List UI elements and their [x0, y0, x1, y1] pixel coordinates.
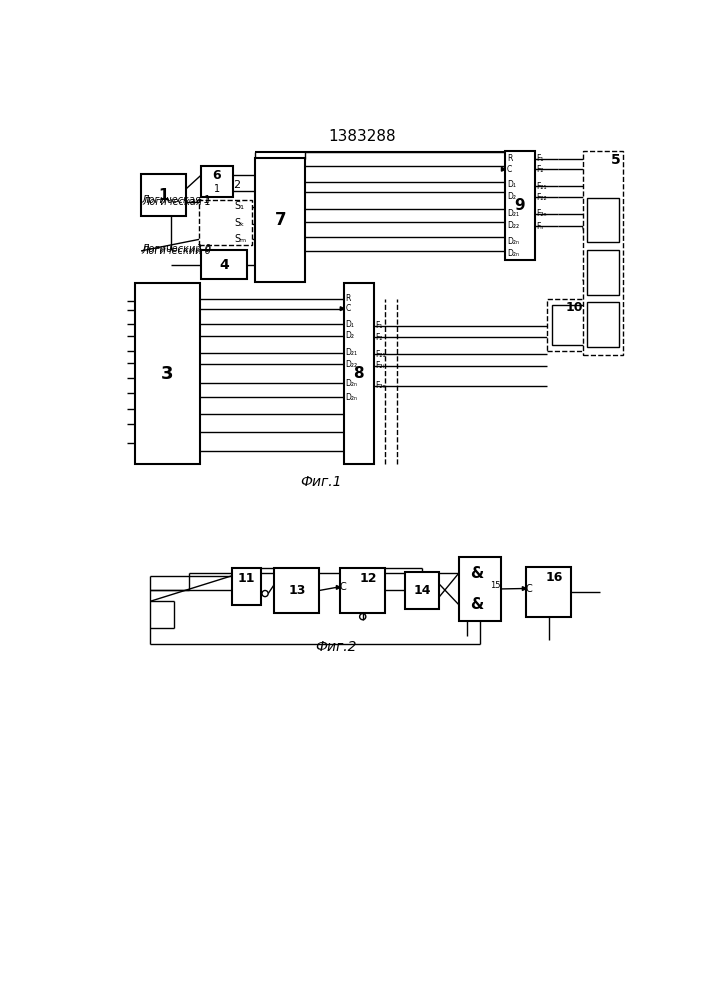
Text: Sₖ: Sₖ [234, 218, 245, 228]
Text: 14: 14 [414, 584, 431, 597]
Bar [340, 568, 385, 613]
Text: 12: 12 [359, 572, 377, 585]
Text: &: & [469, 597, 483, 612]
Text: 10: 10 [566, 301, 583, 314]
Text: D₂: D₂ [346, 331, 355, 340]
Text: F₂: F₂ [375, 333, 382, 342]
Text: 3: 3 [161, 365, 174, 383]
Text: F₂: F₂ [537, 165, 544, 174]
Text: 16: 16 [546, 571, 563, 584]
Text: F₂₂: F₂₂ [537, 192, 547, 202]
Bar [199, 200, 252, 245]
Text: F₂ᵢ: F₂ᵢ [375, 361, 384, 370]
Text: 2: 2 [233, 180, 241, 190]
Text: F₁: F₁ [375, 321, 382, 330]
Bar [506, 151, 534, 260]
Text: D₂ₙ: D₂ₙ [507, 249, 519, 258]
Text: C: C [525, 584, 532, 594]
Text: 6: 6 [213, 169, 221, 182]
Text: Sₘ: Sₘ [234, 234, 246, 244]
Polygon shape [501, 167, 506, 171]
Text: C: C [346, 304, 351, 313]
Bar [232, 568, 261, 605]
Bar [201, 250, 247, 279]
Bar [141, 174, 186, 216]
Bar [255, 158, 305, 282]
Text: Фиг.2: Фиг.2 [315, 640, 357, 654]
Text: D₂₂: D₂₂ [346, 360, 358, 369]
Text: C: C [339, 582, 346, 592]
Text: Логический 0: Логический 0 [141, 246, 211, 256]
Text: R: R [346, 294, 351, 303]
Text: F₂₁: F₂₁ [537, 182, 547, 191]
Text: D₂ₙ: D₂ₙ [346, 379, 358, 388]
Text: S₁: S₁ [234, 201, 244, 211]
Text: Фиг.1: Фиг.1 [300, 475, 341, 489]
Text: F₂₁: F₂₁ [375, 350, 385, 359]
Bar [587, 302, 619, 347]
Text: 4: 4 [219, 258, 229, 272]
Bar [583, 151, 623, 355]
Text: 9: 9 [515, 198, 525, 213]
Bar [344, 283, 373, 464]
Bar [526, 567, 571, 617]
Bar [552, 305, 597, 345]
Text: 5: 5 [611, 153, 620, 167]
Text: 1383288: 1383288 [328, 129, 396, 144]
Text: D₁: D₁ [346, 320, 354, 329]
Text: C: C [507, 165, 512, 174]
Text: Логический 0: Логический 0 [141, 244, 211, 254]
Text: Fₙ: Fₙ [537, 222, 544, 231]
Polygon shape [340, 307, 344, 311]
Text: F₂ₙ: F₂ₙ [375, 381, 385, 390]
Bar [404, 572, 440, 609]
Text: D₂: D₂ [507, 192, 516, 201]
Text: 1: 1 [158, 188, 169, 203]
Bar [201, 166, 233, 197]
Polygon shape [337, 585, 340, 589]
Text: 8: 8 [354, 366, 364, 381]
Text: 13: 13 [288, 584, 305, 597]
Bar [274, 568, 320, 613]
Text: &: & [469, 566, 483, 581]
Text: D₂₂: D₂₂ [507, 221, 519, 230]
Text: D₂ₙ: D₂ₙ [507, 237, 519, 246]
Text: 7: 7 [274, 211, 286, 229]
Bar [547, 299, 602, 351]
Bar [135, 283, 200, 464]
Bar [587, 250, 619, 295]
Bar [587, 198, 619, 242]
Text: D₂ₙ: D₂ₙ [346, 393, 358, 402]
Polygon shape [522, 587, 526, 590]
Text: 11: 11 [238, 572, 255, 585]
Bar [459, 557, 501, 620]
Text: R: R [507, 154, 513, 163]
Text: 1: 1 [214, 184, 220, 194]
Text: D₁: D₁ [507, 180, 515, 189]
Text: Логическая 1: Логическая 1 [141, 195, 210, 205]
Text: Логическая 1: Логическая 1 [143, 197, 212, 207]
Text: D₂₁: D₂₁ [507, 209, 519, 218]
Text: F₂ₙ: F₂ₙ [537, 209, 547, 218]
Text: F₁: F₁ [537, 154, 544, 163]
Text: 15: 15 [490, 581, 501, 590]
Text: D₂₁: D₂₁ [346, 348, 358, 357]
